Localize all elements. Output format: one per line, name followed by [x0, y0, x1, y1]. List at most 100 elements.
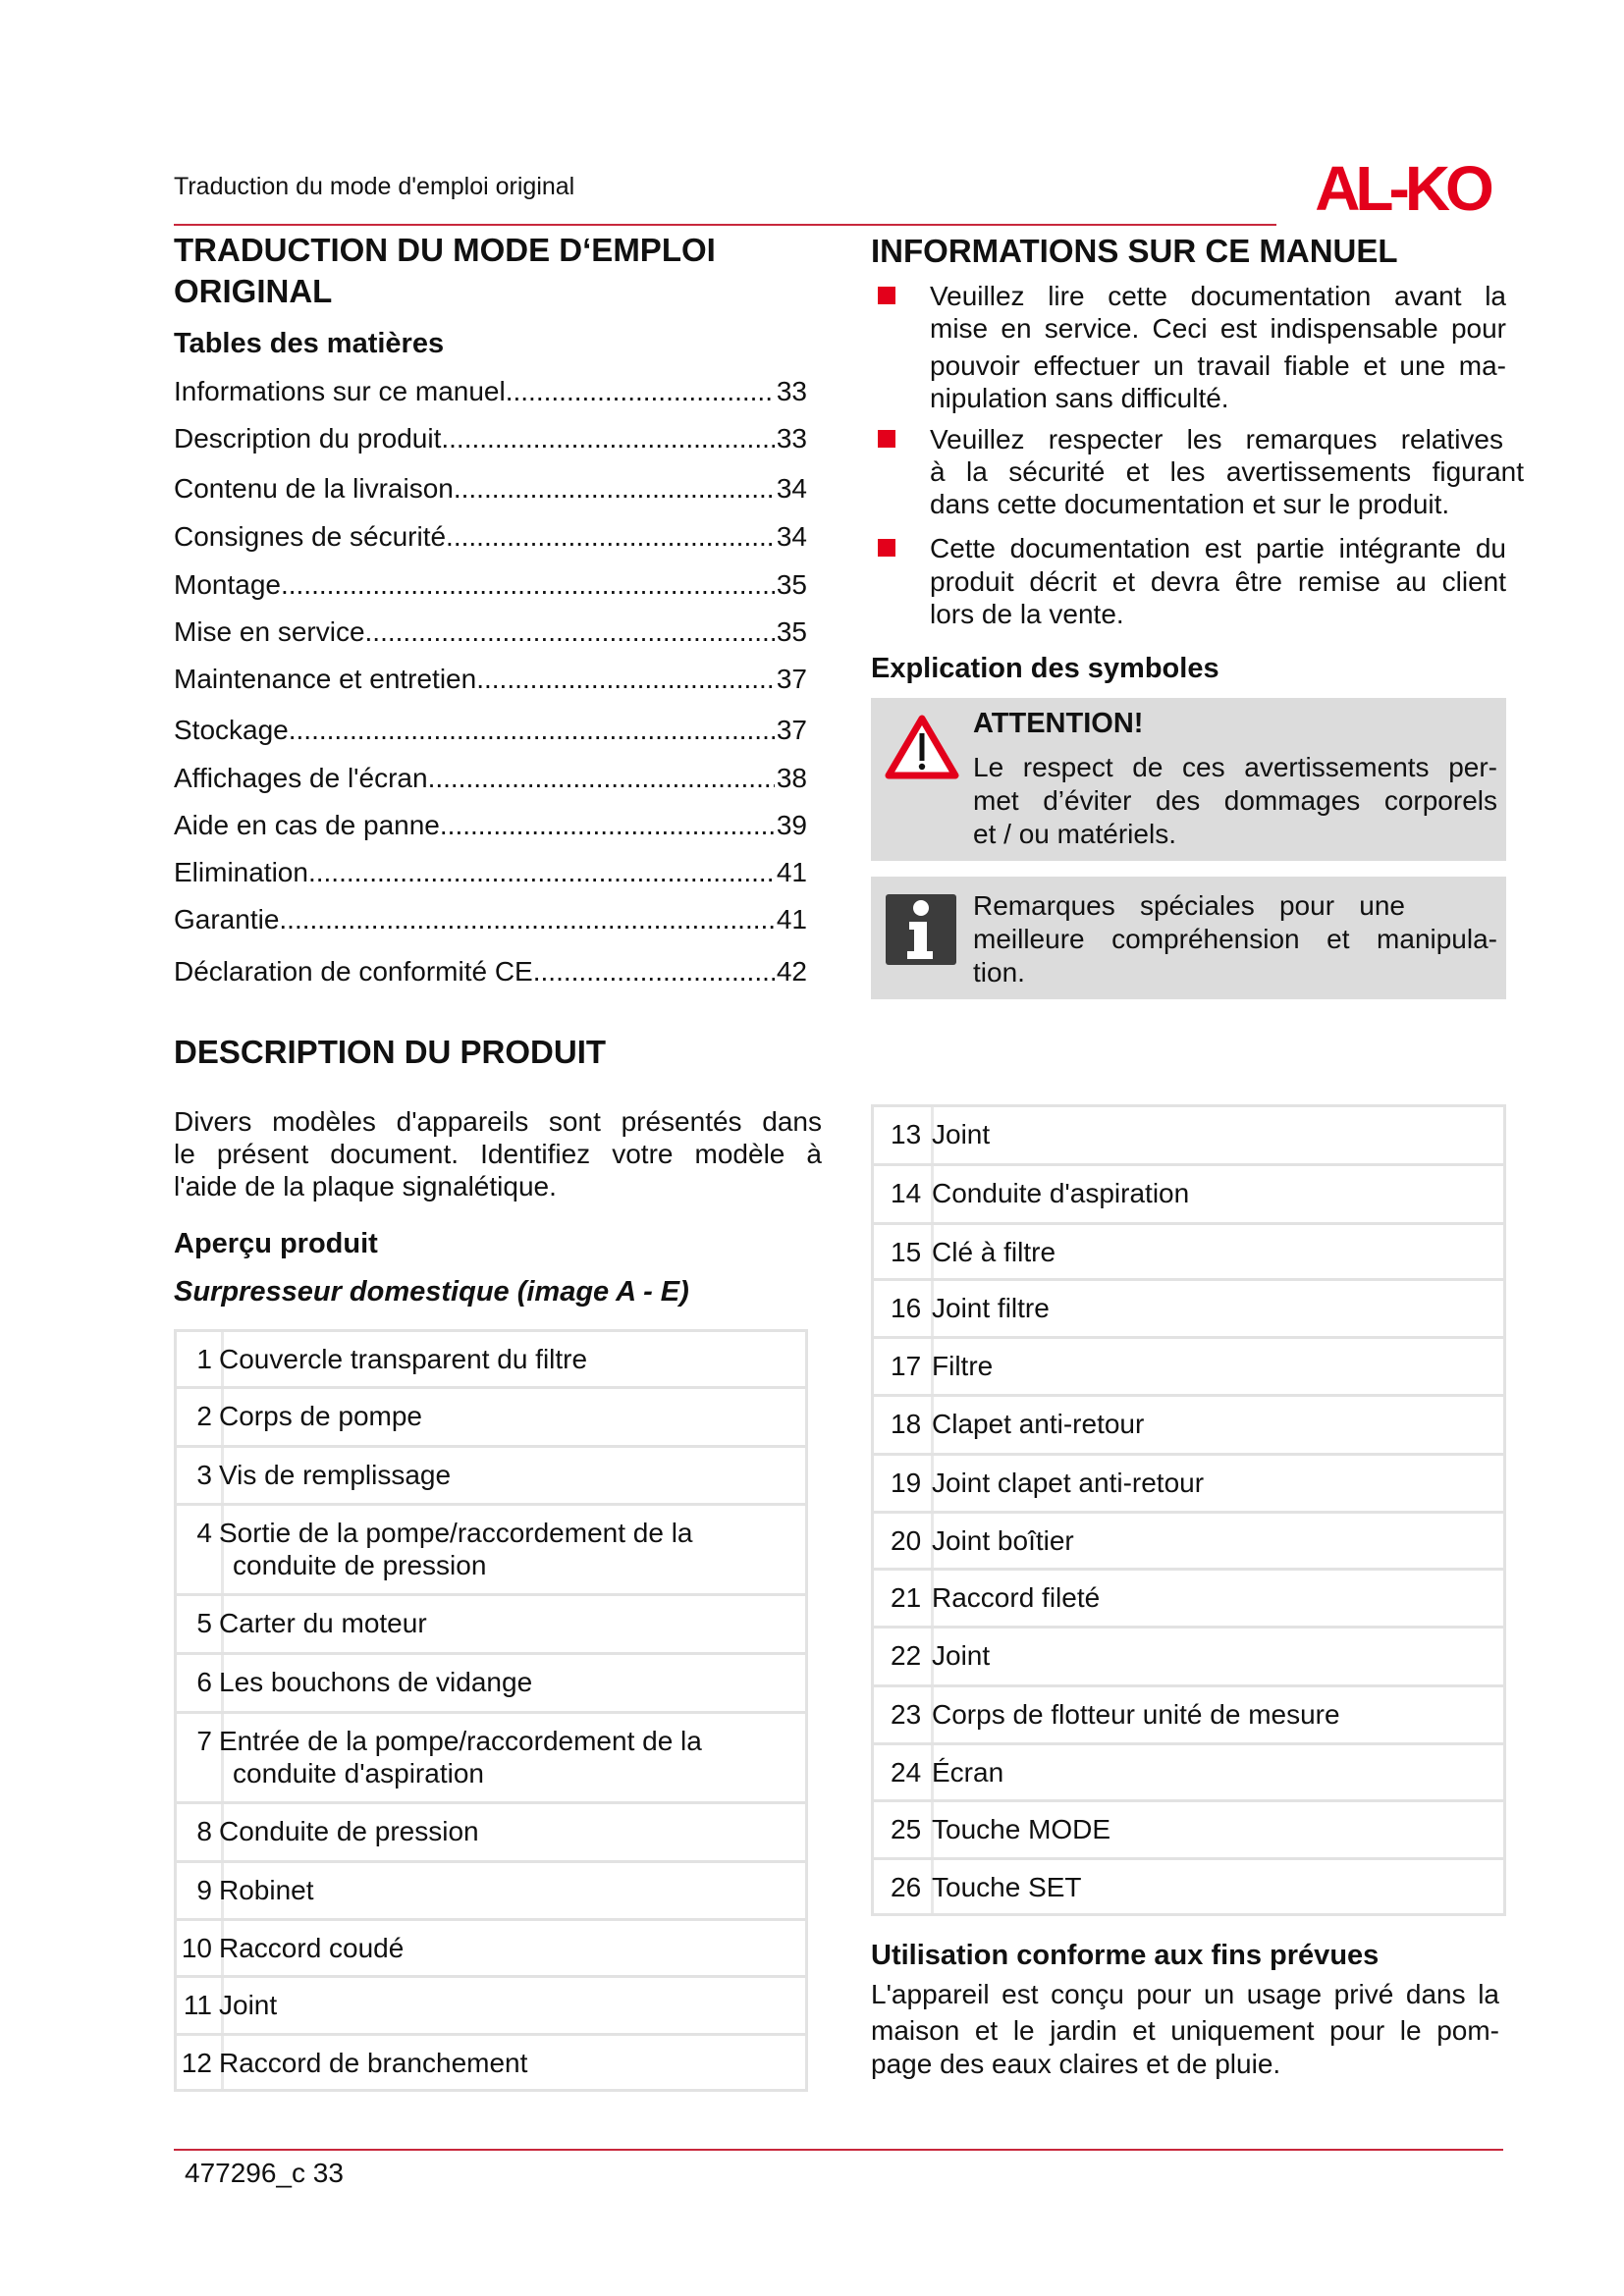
heading-line: TRADUCTION DU MODE D‘EMPLOI — [174, 232, 716, 268]
part-label: Raccord coudé — [219, 1933, 405, 1963]
toc-entry[interactable]: Montage 35 — [174, 567, 807, 603]
description-line: l'aide de la plaque signalétique. — [174, 1171, 557, 1201]
table-column-divider — [221, 1332, 224, 2089]
bullet-icon — [878, 287, 895, 304]
toc-leader — [476, 662, 775, 697]
toc-title: Tables des matières — [174, 328, 445, 359]
bullet-icon — [878, 539, 895, 557]
parts-table-row: 16 Joint filtre — [874, 1278, 1503, 1336]
toc-entry[interactable]: Aide en cas de panne 39 — [174, 808, 807, 843]
toc-page: 37 — [776, 664, 807, 694]
toc-leader — [533, 954, 775, 989]
toc-entry[interactable]: Elimination 41 — [174, 855, 807, 890]
parts-table-row: 20 Joint boîtier — [874, 1511, 1503, 1568]
bullet-text-line: produit décrit et devra être remise au c… — [930, 566, 1506, 597]
toc-label: Montage — [174, 569, 281, 600]
part-label: Robinet — [219, 1875, 314, 1905]
warning-triangle-icon — [885, 715, 959, 779]
info-box: Remarques spéciales pour une meilleure c… — [871, 877, 1506, 999]
usage-line: L'appareil est conçu pour un usage privé… — [871, 1979, 1499, 2009]
part-number: 25 — [891, 1814, 922, 1844]
attention-text-line: et / ou matériels. — [973, 819, 1176, 849]
alko-logo: AL-KO — [1315, 155, 1497, 220]
part-label: Filtre — [932, 1351, 994, 1381]
part-number: 6 — [196, 1667, 212, 1697]
toc-label: Stockage — [174, 715, 289, 745]
part-label: conduite d'aspiration — [233, 1758, 484, 1789]
description-line: Divers modèles d'appareils sont présenté… — [174, 1106, 822, 1137]
part-number: 12 — [181, 2048, 212, 2078]
info-text-line: Remarques spéciales pour une — [973, 890, 1405, 921]
part-label: Clé à filtre — [932, 1237, 1056, 1267]
part-label: Écran — [932, 1757, 1004, 1788]
part-label: Les bouchons de vidange — [219, 1667, 533, 1697]
usage-line: page des eaux claires et de pluie. — [871, 2049, 1281, 2079]
toc-leader — [308, 855, 775, 890]
overview-title: Aperçu produit — [174, 1228, 378, 1259]
logo-text: AL-KO — [1315, 155, 1492, 220]
toc-page: 39 — [776, 810, 807, 840]
parts-table-row: 25 Touche MODE — [874, 1799, 1503, 1857]
toc-entry[interactable]: Maintenance et entretien 37 — [174, 662, 807, 697]
toc-label: Mise en service — [174, 616, 365, 647]
part-number: 8 — [196, 1816, 212, 1846]
toc-label: Aide en cas de panne — [174, 810, 440, 840]
parts-table-row: 4 Sortie de la pompe/raccordement de la co… — [177, 1503, 805, 1593]
toc-label: Garantie — [174, 904, 280, 934]
part-label: Carter du moteur — [219, 1608, 427, 1638]
part-number: 9 — [196, 1875, 212, 1905]
toc-label: Déclaration de conformité CE — [174, 956, 533, 987]
toc-entry[interactable]: Garantie 41 — [174, 902, 807, 937]
toc-entry[interactable]: Affichages de l'écran 38 — [174, 761, 807, 796]
part-number: 19 — [891, 1468, 922, 1498]
parts-table-row: 17 Filtre — [874, 1336, 1503, 1394]
parts-table-row: 12 Raccord de branchement — [177, 2033, 805, 2092]
info-icon — [886, 894, 956, 965]
toc-page: 37 — [776, 715, 807, 745]
usage-line: maison et le jardin et uniquement pour l… — [871, 2015, 1499, 2046]
toc-label: Affichages de l'écran — [174, 763, 428, 793]
toc-entry[interactable]: Stockage 37 — [174, 713, 807, 748]
part-number: 16 — [891, 1293, 922, 1323]
part-label: Joint — [932, 1640, 991, 1671]
part-number: 18 — [891, 1409, 922, 1439]
parts-table-row: 18 Clapet anti-retour — [874, 1394, 1503, 1453]
parts-table-row: 14 Conduite d'aspiration — [874, 1163, 1503, 1222]
toc-entry[interactable]: Mise en service 35 — [174, 614, 807, 650]
footer-divider — [174, 2149, 1503, 2151]
part-number: 14 — [891, 1178, 922, 1208]
parts-table-row: 10 Raccord coudé — [177, 1918, 805, 1975]
toc-entry[interactable]: Description du produit 33 — [174, 421, 807, 456]
toc-leader — [281, 567, 775, 603]
toc-entry[interactable]: Consignes de sécurité 34 — [174, 519, 807, 555]
header-divider — [174, 224, 1276, 226]
part-number: 3 — [196, 1460, 212, 1490]
parts-table-row: 11 Joint — [177, 1975, 805, 2033]
toc-leader — [446, 519, 775, 555]
toc-entry[interactable]: Contenu de la livraison 34 — [174, 471, 807, 507]
info-text-line: meilleure compréhension et manipula- — [973, 924, 1497, 954]
part-number: 7 — [196, 1726, 212, 1756]
table-column-divider — [931, 1107, 934, 1913]
description-line: le présent document. Identifiez votre mo… — [174, 1139, 822, 1169]
parts-table-row: 26 Touche SET — [874, 1857, 1503, 1916]
header-title: Traduction du mode d'emploi original — [174, 173, 575, 200]
toc-label: Informations sur ce manuel — [174, 376, 506, 406]
toc-entry[interactable]: Informations sur ce manuel 33 — [174, 374, 807, 409]
part-label: Corps de pompe — [219, 1401, 423, 1431]
parts-table-row: 15 Clé à filtre — [874, 1222, 1503, 1278]
toc-entry[interactable]: Déclaration de conformité CE 42 — [174, 954, 807, 989]
part-number: 10 — [181, 1933, 212, 1963]
part-number: 20 — [891, 1525, 922, 1556]
bullet-text-line: mise en service. Ceci est indispensable … — [930, 313, 1506, 344]
toc-leader — [441, 421, 774, 456]
part-number: 21 — [891, 1582, 922, 1613]
attention-text-line: met d’éviter des dommages corporels — [973, 785, 1497, 816]
parts-table-row: 2 Corps de pompe — [177, 1386, 805, 1445]
parts-table-row: 7 Entrée de la pompe/raccordement de la co… — [177, 1711, 805, 1801]
part-label: Raccord de branchement — [219, 2048, 528, 2078]
toc-page: 38 — [776, 763, 807, 793]
bullet-text-line: Cette documentation est partie intégrant… — [930, 533, 1506, 563]
part-label: Joint — [219, 1990, 278, 2020]
toc-leader — [506, 374, 775, 409]
